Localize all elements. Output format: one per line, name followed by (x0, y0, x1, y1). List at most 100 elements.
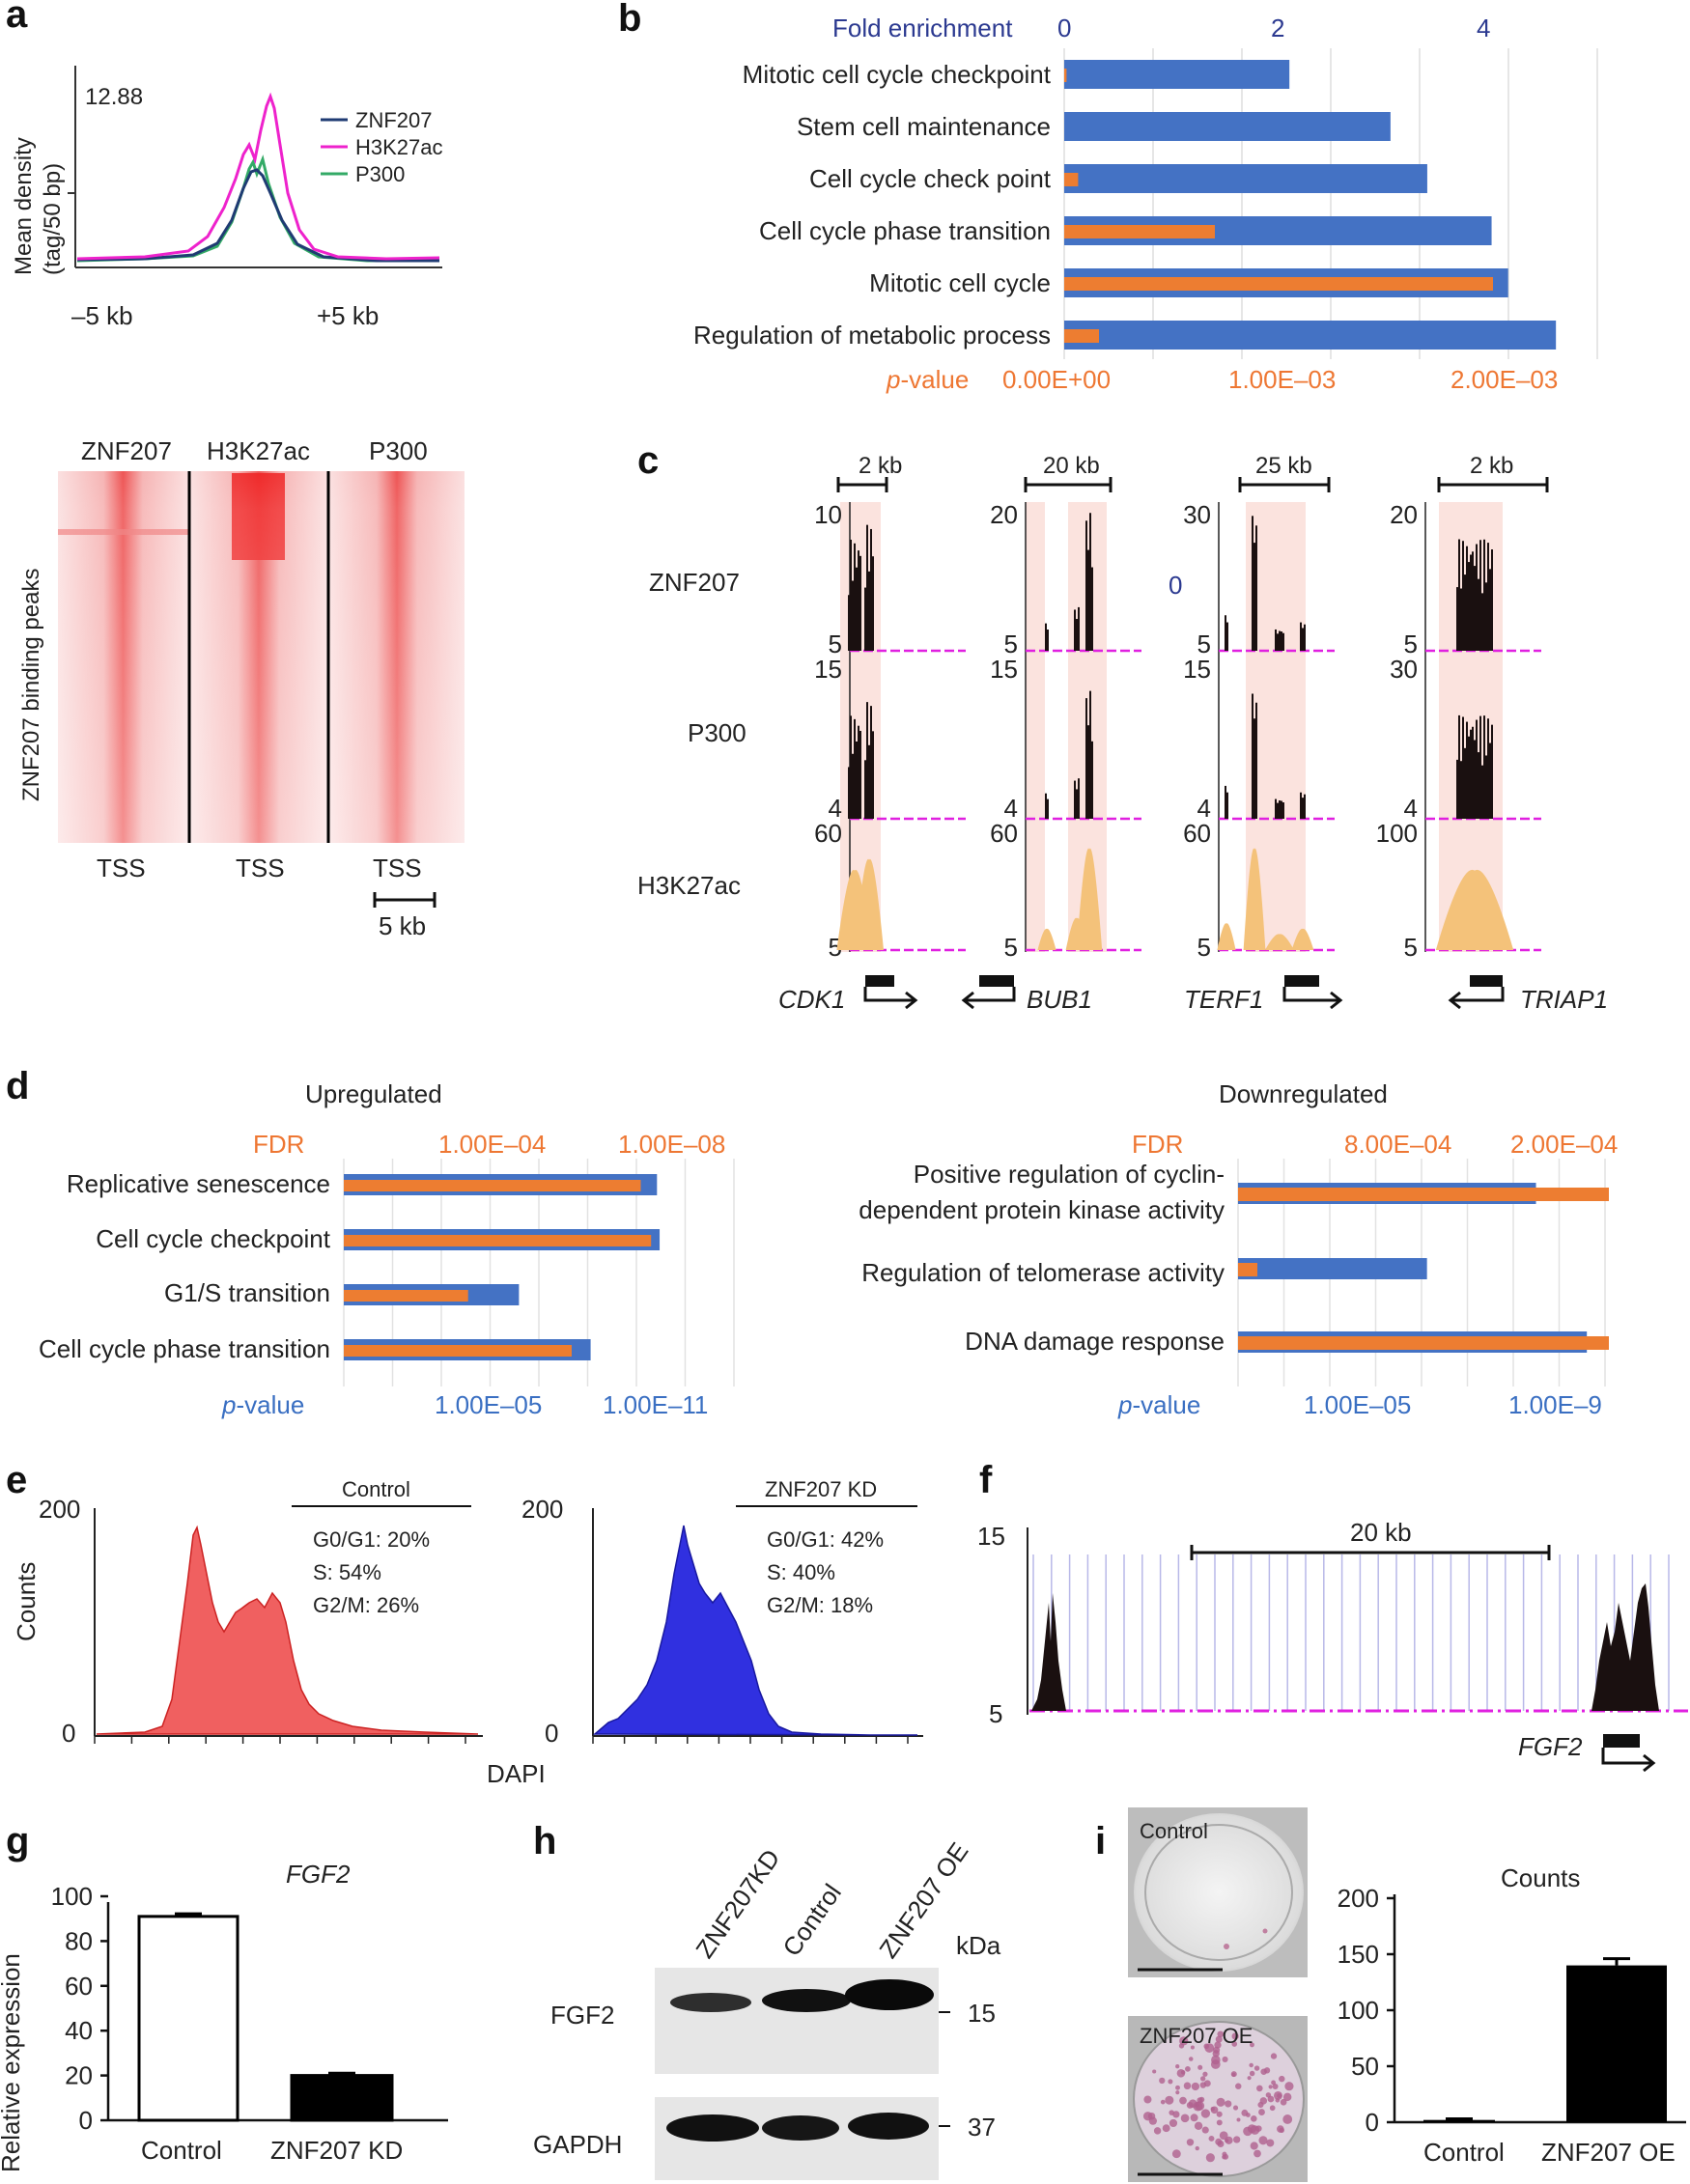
c-gene-arrowhead (905, 991, 918, 1010)
e-hist-kd (592, 1525, 918, 1736)
c-peak-bar (852, 580, 854, 651)
c-gene-exon (979, 975, 1014, 987)
i-colony (1179, 2036, 1189, 2046)
c-peak-bar (1074, 780, 1076, 819)
c-peak-bar (868, 744, 870, 819)
i-colony (1250, 2142, 1258, 2150)
c-row-p300: P300 (688, 718, 746, 747)
i-colony (1183, 2082, 1192, 2090)
d-up-cat-2: Cell cycle checkpoint (96, 1224, 331, 1253)
d-up-title: Upregulated (305, 1079, 442, 1108)
b-pval-p: p (886, 365, 900, 394)
g-ytick-label: 80 (65, 1926, 93, 1955)
c-track-tick: 5 (1404, 933, 1418, 962)
panel-h-label: h (533, 1820, 556, 1862)
d-bar-fdr (1238, 1336, 1609, 1350)
c-peak-bar (1275, 798, 1277, 819)
i-colony (1180, 2070, 1186, 2075)
b-fold-tick-0: 0 (1057, 14, 1071, 42)
i-colony (1160, 2099, 1166, 2105)
d-down-pval-label: p-value (1117, 1390, 1200, 1419)
panel-e-flow: Counts 200 0 Control G0/G1: 20% S: 54% G… (12, 1477, 923, 1788)
d-up-cat-3: G1/S transition (164, 1278, 330, 1307)
i-colony (1243, 2126, 1253, 2137)
g-bar-control (137, 1915, 239, 2122)
c-peak-bar (1470, 554, 1472, 651)
c-peak-bar (1474, 740, 1476, 819)
c-peak-bar (1462, 716, 1464, 819)
b-bar-fold (1064, 112, 1391, 141)
i-colony (1250, 2115, 1257, 2122)
panel-e-label: e (6, 1459, 27, 1501)
g-ytick-label: 60 (65, 1972, 93, 2001)
d-bar-fdr (344, 1235, 652, 1246)
d-down-pval-rest: -value (1132, 1390, 1200, 1419)
a-line-h3k27ac (76, 92, 440, 261)
c-peak-bar (1252, 693, 1253, 819)
i-cat-oe: ZNF207 OE (1541, 2138, 1676, 2167)
h-lane-control: Control (776, 1879, 847, 1962)
c-peak-bar (1279, 630, 1281, 651)
b-bar-fold (1064, 164, 1427, 193)
i-ytick-label: 150 (1338, 1940, 1379, 1969)
c-peak-bar (1470, 729, 1472, 819)
i-colony (1211, 2055, 1221, 2065)
i-colony (1186, 2139, 1195, 2146)
c-peak-bar (1479, 715, 1481, 819)
c-track-tick: 60 (1183, 819, 1211, 848)
d-bar-fdr (344, 1345, 572, 1357)
panel-d-down: Downregulated FDR 8.00E–04 2.00E–04 Posi… (859, 1079, 1618, 1419)
i-colony (1199, 2076, 1206, 2082)
c-peak-bar (1281, 800, 1282, 819)
c-peak-bar (1485, 755, 1487, 819)
c-gene-cdk1: CDK1 (778, 985, 845, 1014)
b-bar-pvalue (1064, 173, 1079, 186)
d-down-fdr-tick-2: 2.00E–04 (1510, 1130, 1618, 1159)
c-peak-bar (1472, 726, 1474, 819)
c-peak-bar (866, 702, 868, 819)
i-colony (1153, 2127, 1162, 2135)
i-colony (1148, 2116, 1158, 2125)
i-colony (1225, 2100, 1232, 2108)
c-peak-bar (858, 725, 859, 819)
b-pval-tick-2: 2.00E–03 (1451, 365, 1558, 394)
c-peak-bar (1047, 798, 1049, 819)
i-colony (1231, 2032, 1239, 2040)
c-track-tick: 20 (1390, 500, 1418, 529)
c-peak-bar (856, 741, 858, 819)
e-kd-stat-1: G0/G1: 42% (767, 1527, 884, 1552)
c-track-tick: 30 (1183, 500, 1211, 529)
i-colony (1205, 2153, 1215, 2163)
i-colony (1279, 2127, 1284, 2133)
e-y200-ctrl: 200 (39, 1495, 80, 1524)
c-peak-bar (1226, 622, 1228, 651)
c-track-tick: 4 (1197, 794, 1211, 823)
h-band-fgf2-control (762, 1989, 851, 2012)
i-colony (1143, 2095, 1152, 2104)
i-colony (1235, 2083, 1242, 2089)
c-gene-triap1: TRIAP1 (1520, 985, 1608, 1014)
d-down-pval-tick-1: 1.00E–05 (1304, 1390, 1411, 1419)
i-colony (1266, 2139, 1275, 2147)
f-peak-right (1591, 1583, 1659, 1711)
a-xleft: –5 kb (71, 301, 133, 330)
panel-i-chart: Counts 0 50 100 150 200 Control ZNF207 OE (1338, 1863, 1686, 2167)
c-peak-h3k27ac (1435, 869, 1514, 950)
c-gene-arrow (863, 987, 915, 1002)
c-peak-bar (1489, 742, 1491, 819)
c-peak-bar (848, 595, 850, 651)
i-colony (1202, 2071, 1208, 2077)
c-peak-bar (1277, 802, 1279, 819)
c-row-znf207: ZNF207 (649, 568, 740, 597)
d-up-bars (343, 1159, 735, 1386)
b-pval-rest: -value (900, 365, 969, 394)
e-xticks-control (94, 1736, 466, 1744)
i-colony (1216, 2119, 1223, 2126)
g-ylabel: Relative expression (0, 1953, 25, 2172)
g-title: FGF2 (286, 1860, 351, 1889)
c-peak-bar (872, 556, 874, 651)
b-bar-pvalue (1064, 329, 1099, 343)
i-colony (1263, 2067, 1271, 2074)
c-peak-bar (872, 731, 874, 819)
c-peak-bar (868, 571, 870, 651)
